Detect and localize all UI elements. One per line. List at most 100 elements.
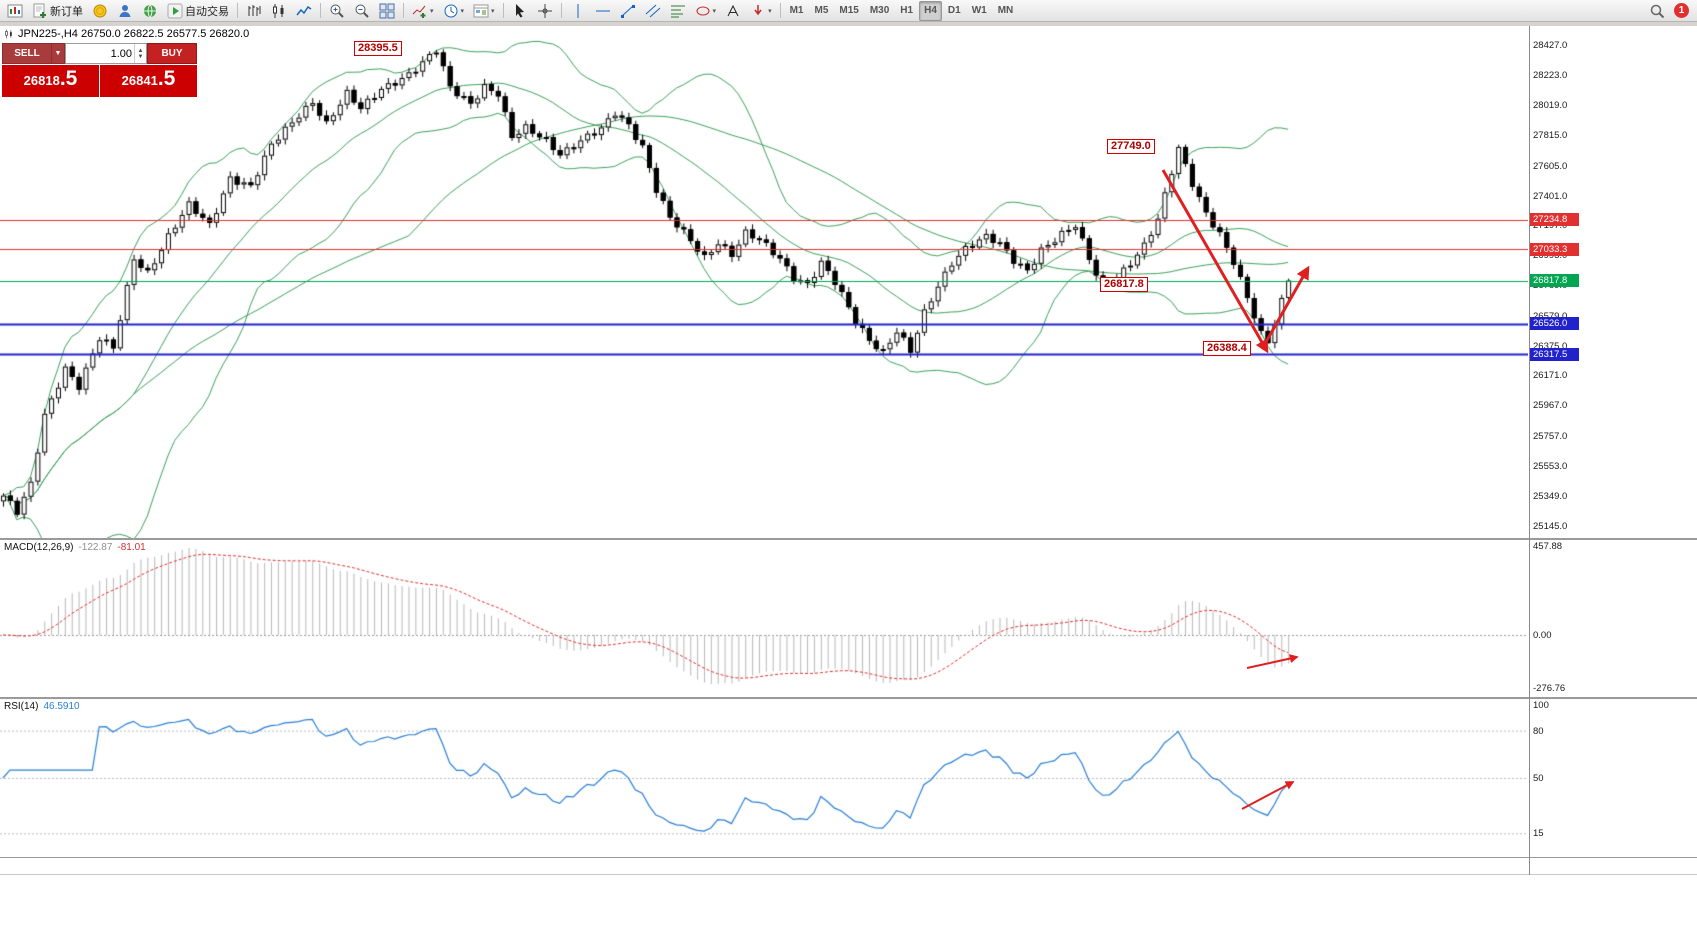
timeframe-m1-button[interactable]: M1 bbox=[785, 1, 809, 21]
zoom-out-button[interactable] bbox=[350, 1, 374, 21]
price-axis-tick: 28223.0 bbox=[1533, 70, 1568, 82]
trendline-button[interactable] bbox=[616, 1, 640, 21]
price-axis-tick: 26171.0 bbox=[1533, 370, 1568, 382]
arrows-button[interactable]: ▾ bbox=[746, 1, 776, 21]
price-line-badge[interactable]: 26317.5 bbox=[1530, 347, 1579, 361]
crosshair-button[interactable] bbox=[533, 1, 557, 21]
shapes-icon bbox=[695, 3, 711, 19]
chart-icon bbox=[4, 29, 14, 39]
text-button[interactable] bbox=[721, 1, 745, 21]
clock-icon bbox=[443, 3, 459, 19]
rsi-label: RSI(14) 46.5910 bbox=[4, 701, 80, 712]
price-annotation[interactable]: 26817.8 bbox=[1100, 277, 1148, 292]
buy-price[interactable]: 26841.5 bbox=[100, 65, 197, 97]
indicators-button[interactable]: ▾ bbox=[408, 1, 438, 21]
sell-price[interactable]: 26818.5 bbox=[2, 65, 99, 97]
macd-panel-canvas[interactable] bbox=[0, 540, 1528, 697]
toolbar-separator bbox=[779, 3, 781, 18]
toolbar-separator bbox=[403, 3, 404, 18]
price-axis-tick: 27815.0 bbox=[1533, 129, 1568, 141]
bar-chart-button[interactable] bbox=[242, 1, 266, 21]
channel-button[interactable] bbox=[641, 1, 665, 21]
cursor-button[interactable] bbox=[508, 1, 532, 21]
vline-icon bbox=[570, 3, 586, 19]
tile-icon bbox=[379, 3, 395, 19]
candle-chart-button[interactable] bbox=[267, 1, 291, 21]
search-button[interactable] bbox=[1645, 1, 1669, 21]
tile-windows-button[interactable] bbox=[375, 1, 399, 21]
arrow-mark-icon bbox=[750, 3, 766, 19]
price-annotation[interactable]: 28395.5 bbox=[354, 41, 402, 56]
volume-value: 1.00 bbox=[110, 47, 132, 60]
price-line-badge[interactable]: 27033.3 bbox=[1530, 242, 1579, 256]
candles-icon bbox=[271, 3, 287, 19]
volume-stepper[interactable]: ▲ ▼ bbox=[134, 44, 146, 63]
toolbar-separator bbox=[560, 3, 562, 18]
zoom-in-button[interactable] bbox=[325, 1, 349, 21]
price-axis-tick: 27401.0 bbox=[1533, 190, 1568, 202]
time-axis[interactable]: Mar 202217 Mar 00:0018 Mar 10:5521 Mar 1… bbox=[0, 858, 1697, 875]
dropdown-caret-icon: ▾ bbox=[768, 7, 772, 15]
panel-divider[interactable] bbox=[0, 697, 1697, 699]
text-icon bbox=[725, 3, 741, 19]
new-chart-button[interactable] bbox=[3, 1, 27, 21]
toolbar-button-label: 自动交易 bbox=[185, 5, 229, 18]
price-annotation[interactable]: 27749.0 bbox=[1107, 139, 1155, 154]
templates-button[interactable]: ▾ bbox=[469, 1, 499, 21]
community-button[interactable] bbox=[113, 1, 137, 21]
timeframe-d1-button[interactable]: D1 bbox=[943, 1, 966, 21]
price-line-badge[interactable]: 26817.8 bbox=[1530, 274, 1579, 288]
timeframe-m15-button[interactable]: M15 bbox=[834, 1, 863, 21]
market-button[interactable] bbox=[88, 1, 112, 21]
toolbar-separator bbox=[237, 3, 238, 18]
shapes-button[interactable]: ▾ bbox=[691, 1, 721, 21]
main-chart-canvas[interactable] bbox=[0, 26, 1528, 538]
periods-button[interactable]: ▾ bbox=[439, 1, 469, 21]
new-chart-icon bbox=[7, 3, 23, 19]
timeframe-m30-button[interactable]: M30 bbox=[865, 1, 894, 21]
timeframe-h1-button[interactable]: H1 bbox=[895, 1, 918, 21]
timeframe-mn-button[interactable]: MN bbox=[993, 1, 1019, 21]
timeframe-m5-button[interactable]: M5 bbox=[809, 1, 833, 21]
price-axis-tick: 27605.0 bbox=[1533, 160, 1568, 172]
timeframe-h4-button[interactable]: H4 bbox=[919, 0, 942, 21]
crosshair-icon bbox=[537, 3, 553, 19]
rsi-panel-canvas[interactable] bbox=[0, 699, 1528, 857]
timeframe-w1-button[interactable]: W1 bbox=[967, 1, 992, 21]
toolbar-right-group: 1 bbox=[1645, 1, 1694, 21]
fibonacci-button[interactable] bbox=[666, 1, 690, 21]
volume-dropdown-caret-icon[interactable]: ▼ bbox=[52, 43, 65, 64]
panel-divider[interactable] bbox=[0, 538, 1697, 540]
macd-label: MACD(12,26,9) -122.87 -81.01 bbox=[4, 542, 146, 553]
buy-button[interactable]: BUY bbox=[147, 43, 197, 64]
play-icon bbox=[167, 3, 183, 19]
new-order-button[interactable]: 新订单 bbox=[28, 1, 87, 21]
price-axis-tick: 25967.0 bbox=[1533, 400, 1568, 412]
signals-button[interactable] bbox=[138, 1, 162, 21]
price-axis-tick: 26375.0 bbox=[1533, 340, 1568, 352]
hline-icon bbox=[595, 3, 611, 19]
vertical-line-button[interactable] bbox=[566, 1, 590, 21]
fibo-icon bbox=[670, 3, 686, 19]
doc-plus-icon bbox=[32, 3, 48, 19]
price-annotation[interactable]: 26388.4 bbox=[1203, 341, 1251, 356]
price-line-badge[interactable]: 27234.8 bbox=[1530, 213, 1579, 227]
notification-badge[interactable]: 1 bbox=[1674, 3, 1689, 18]
price-line-badge[interactable]: 26526.0 bbox=[1530, 317, 1579, 331]
price-axis-tick: 26579.0 bbox=[1533, 311, 1567, 322]
horizontal-line-button[interactable] bbox=[591, 1, 615, 21]
symbol-ohlc-text: JPN225-,H4 26750.0 26822.5 26577.5 26820… bbox=[18, 28, 250, 40]
price-axis-tick: 28019.0 bbox=[1533, 100, 1568, 112]
volume-input[interactable]: 1.00 ▲ ▼ bbox=[65, 43, 147, 64]
price-axis-border bbox=[1529, 26, 1530, 875]
macd-scale-tick: -276.76 bbox=[1533, 683, 1566, 694]
sell-button[interactable]: SELL bbox=[2, 43, 52, 64]
autotrade-button[interactable]: 自动交易 bbox=[163, 1, 233, 21]
macd-scale-tick: 0.00 bbox=[1533, 630, 1552, 641]
toolbar-separator bbox=[320, 3, 321, 18]
one-click-trading-panel: SELL ▼ 1.00 ▲ ▼ BUY 26818.5 26841.5 bbox=[2, 43, 197, 97]
toolbar-button-label: 新订单 bbox=[50, 5, 83, 18]
zoom-out-icon bbox=[354, 3, 370, 19]
dropdown-caret-icon: ▾ bbox=[430, 7, 434, 15]
line-chart-button[interactable] bbox=[292, 1, 316, 21]
